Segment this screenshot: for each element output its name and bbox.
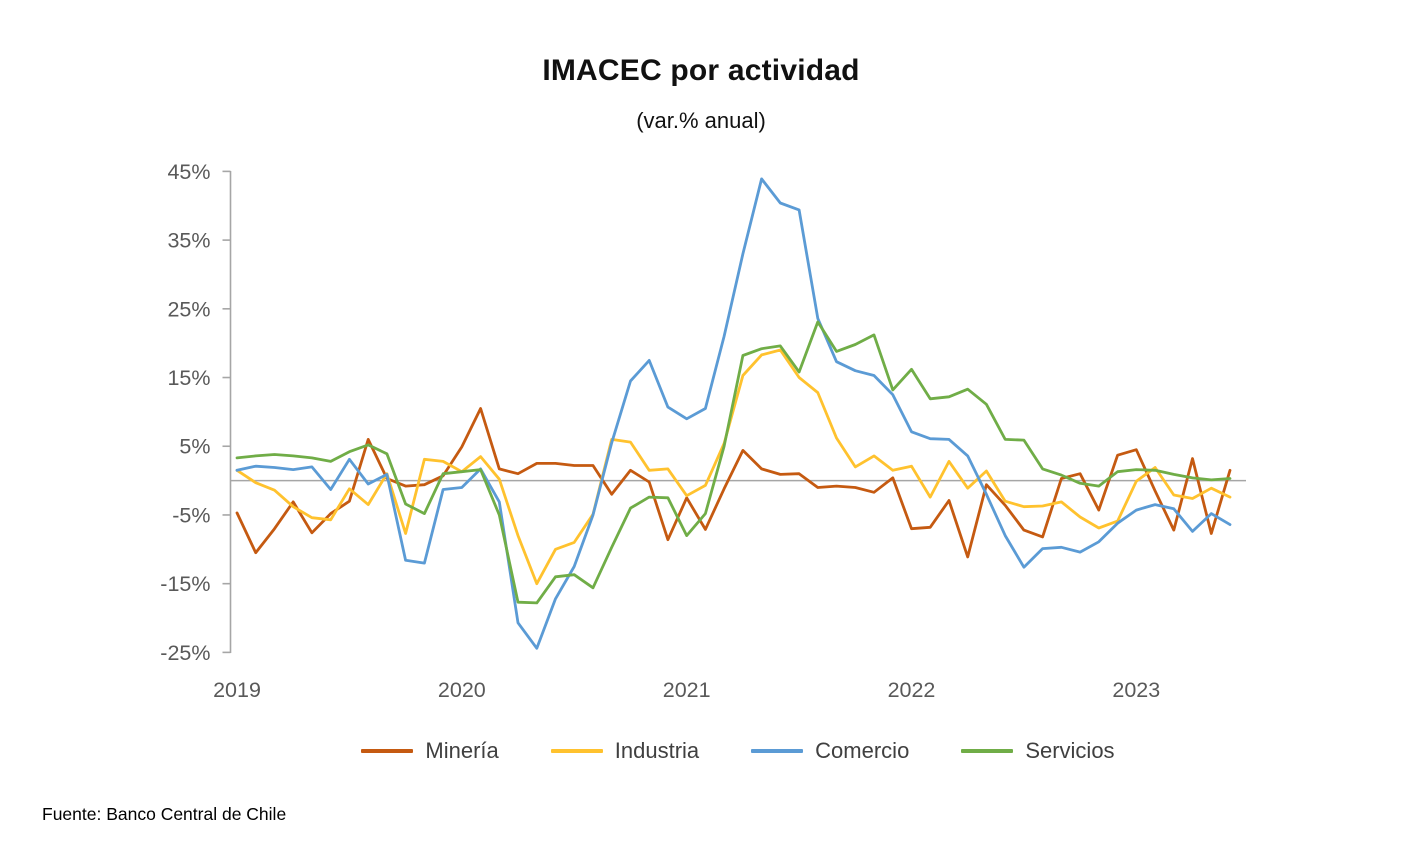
series-line-industria (235, 348, 1232, 586)
legend-label-mineria: Minería (425, 738, 499, 763)
x-axis-tick-label: 2022 (888, 678, 936, 702)
y-axis-tick-label: 15% (167, 366, 210, 390)
x-axis-tick-label: 2020 (438, 678, 486, 702)
legend-item-servicios: Servicios (961, 738, 1115, 764)
legend-label-servicios: Servicios (1025, 738, 1115, 763)
legend-item-mineria: Minería (361, 738, 499, 764)
industria-line-swatch (550, 749, 603, 753)
servicios-line-swatch (961, 749, 1014, 753)
legend-label-industria: Industria (614, 738, 700, 763)
y-axis-tick-label: 5% (179, 435, 210, 459)
y-axis-tick-label: 25% (167, 297, 210, 321)
y-axis-tick-label: -5% (172, 503, 210, 527)
series-line-servicios (235, 320, 1232, 605)
source-note: Fuente: Banco Central de Chile (42, 804, 287, 824)
y-axis-tick-label: -25% (160, 641, 210, 665)
chart-subtitle: (var.% anual) (636, 108, 766, 133)
y-axis-tick-label: -15% (160, 572, 210, 596)
legend: Minería Industria Comercio Servicios (230, 738, 1246, 764)
legend-label-comercio: Comercio (815, 738, 910, 763)
x-axis-tick-label: 2023 (1112, 678, 1160, 702)
comercio-line-swatch (751, 749, 804, 753)
x-axis-tick-label: 2021 (663, 678, 711, 702)
x-axis-tick-label: 2019 (213, 678, 261, 702)
chart-title: IMACEC por actividad (542, 54, 860, 87)
y-axis-tick-label: 45% (167, 160, 210, 184)
y-axis-tick-label: 35% (167, 229, 210, 253)
legend-item-industria: Industria (550, 738, 700, 764)
series-line-comercio (235, 177, 1232, 650)
mineria-line-swatch (361, 749, 414, 753)
legend-item-comercio: Comercio (751, 738, 909, 764)
